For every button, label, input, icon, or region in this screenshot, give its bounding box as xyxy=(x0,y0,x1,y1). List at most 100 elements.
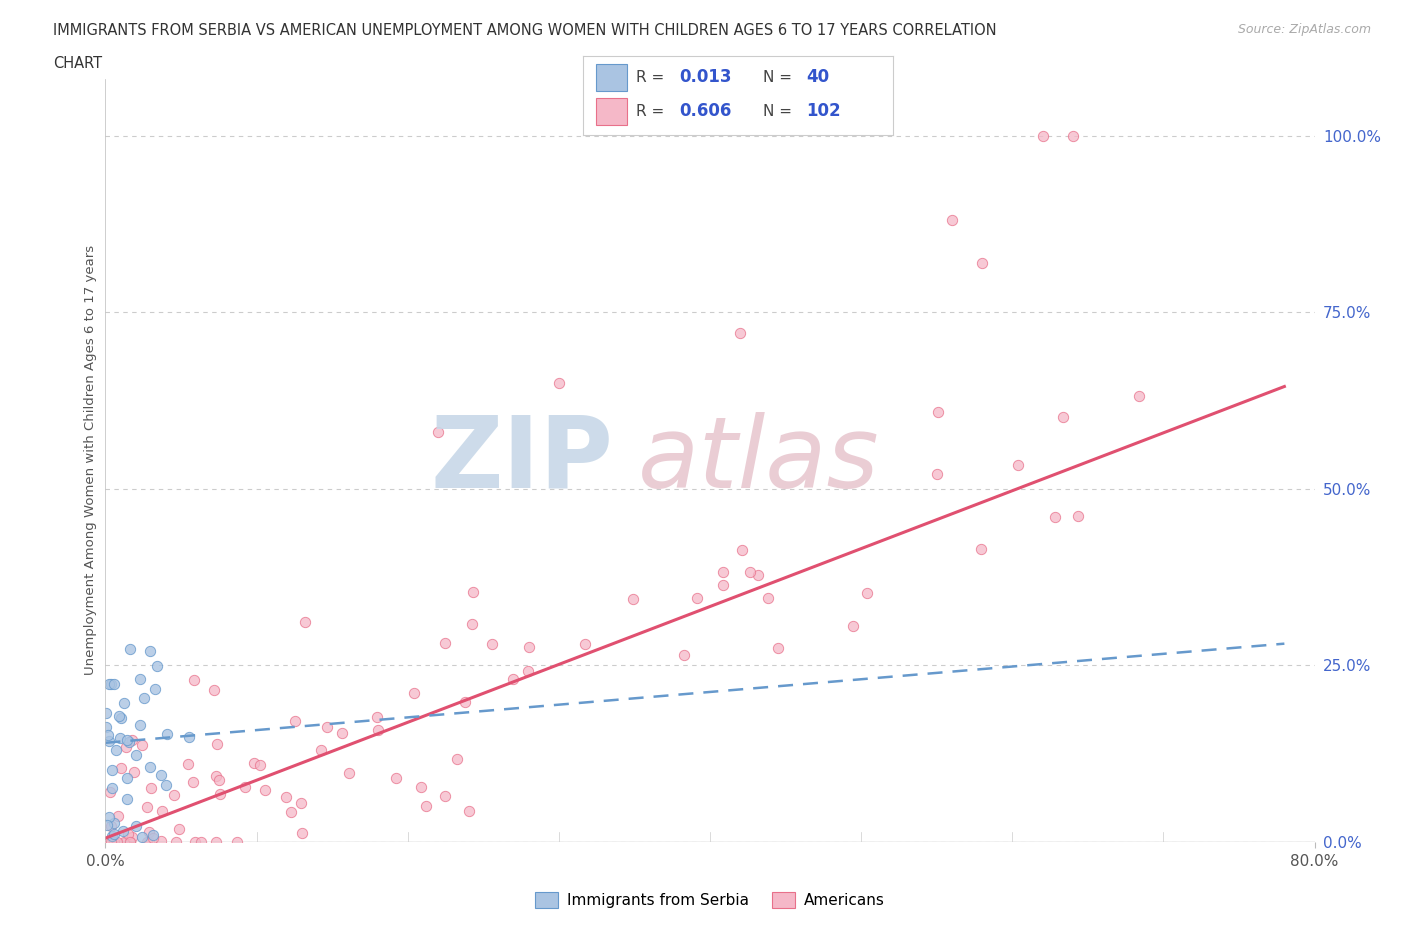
Point xyxy=(103,677,125,692)
Point xyxy=(730,326,752,340)
Point xyxy=(756,591,779,605)
Point xyxy=(98,733,121,748)
Text: R =: R = xyxy=(636,70,669,85)
Point xyxy=(233,779,256,794)
Point xyxy=(253,782,276,797)
Point xyxy=(177,756,200,771)
Point xyxy=(461,617,484,631)
Point xyxy=(711,578,734,592)
Point xyxy=(280,804,302,819)
Point xyxy=(574,637,596,652)
Point xyxy=(97,809,120,824)
Point xyxy=(100,818,122,833)
Point xyxy=(138,825,160,840)
Point xyxy=(225,834,247,849)
Point xyxy=(458,804,481,818)
Point xyxy=(463,584,485,599)
Point xyxy=(121,733,143,748)
Point xyxy=(101,834,124,849)
Point xyxy=(433,789,456,804)
Point xyxy=(290,796,312,811)
Point xyxy=(131,737,153,752)
Point xyxy=(502,671,524,686)
Point xyxy=(768,640,790,655)
Point xyxy=(738,565,761,579)
Point xyxy=(108,731,131,746)
Point xyxy=(925,467,948,482)
Point xyxy=(517,640,540,655)
Point xyxy=(121,830,143,844)
Text: atlas: atlas xyxy=(637,412,879,509)
Point xyxy=(1067,509,1090,524)
Point xyxy=(970,541,993,556)
Point xyxy=(98,784,121,799)
Point xyxy=(98,677,121,692)
Point xyxy=(177,729,200,744)
Point xyxy=(103,816,125,830)
Point xyxy=(129,717,152,732)
Point xyxy=(415,799,437,814)
Point xyxy=(181,775,204,790)
Point xyxy=(105,834,128,849)
Point xyxy=(145,658,167,673)
Point xyxy=(970,255,993,270)
Point xyxy=(107,708,129,723)
Point xyxy=(315,719,337,734)
Text: CHART: CHART xyxy=(53,56,103,71)
Point xyxy=(156,727,179,742)
Point xyxy=(672,647,695,662)
Y-axis label: Unemployment Among Women with Children Ages 6 to 17 years: Unemployment Among Women with Children A… xyxy=(84,246,97,675)
Point xyxy=(686,591,709,605)
Point xyxy=(142,827,165,842)
Point xyxy=(100,780,122,795)
Point xyxy=(167,822,190,837)
Point xyxy=(96,817,118,832)
Point xyxy=(249,757,271,772)
Point xyxy=(97,727,120,742)
Point xyxy=(184,834,207,849)
Point xyxy=(330,725,353,740)
Point xyxy=(97,834,120,849)
Point xyxy=(124,764,146,779)
Point xyxy=(294,615,316,630)
Point xyxy=(163,788,186,803)
Point xyxy=(446,751,468,766)
Point xyxy=(118,735,141,750)
Text: R =: R = xyxy=(636,103,669,119)
Point xyxy=(433,635,456,650)
Point xyxy=(103,834,125,849)
Point xyxy=(115,834,138,849)
Point xyxy=(107,809,129,824)
Point xyxy=(516,663,538,678)
Point xyxy=(202,683,225,698)
Point xyxy=(115,739,138,754)
Point xyxy=(284,713,307,728)
Point xyxy=(730,543,752,558)
Point xyxy=(117,826,139,841)
Point xyxy=(1032,128,1054,143)
Point xyxy=(205,768,228,783)
Point xyxy=(112,834,135,849)
Point xyxy=(117,770,139,785)
Point xyxy=(94,720,117,735)
Point xyxy=(205,737,228,751)
Point xyxy=(94,706,117,721)
Point xyxy=(103,827,125,842)
Point xyxy=(115,791,138,806)
Point xyxy=(204,834,226,849)
Point xyxy=(367,723,389,737)
Point xyxy=(927,405,949,419)
Text: 0.013: 0.013 xyxy=(679,68,733,86)
Text: Source: ZipAtlas.com: Source: ZipAtlas.com xyxy=(1237,23,1371,36)
Point xyxy=(150,767,173,782)
Point xyxy=(111,824,134,839)
Point xyxy=(115,732,138,747)
Point xyxy=(129,671,152,686)
Point xyxy=(124,748,146,763)
Point xyxy=(149,833,172,848)
Point xyxy=(136,800,159,815)
Point xyxy=(142,830,165,845)
Point xyxy=(124,818,146,833)
Point xyxy=(136,834,159,849)
Point xyxy=(311,742,333,757)
